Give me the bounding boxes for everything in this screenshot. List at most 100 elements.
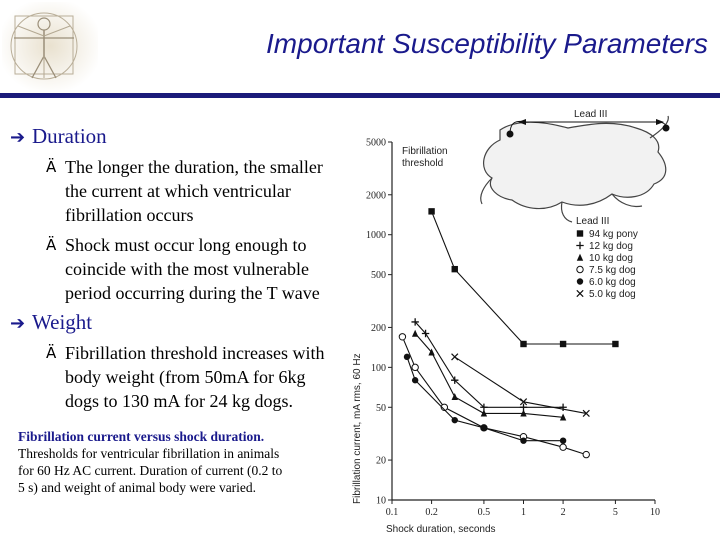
sub-bullet-line: period occurring during the T wave (65, 283, 320, 303)
dog-illustration: Lead III (480, 109, 670, 223)
data-point (520, 409, 527, 417)
data-point (411, 363, 419, 372)
vitruvian-man-icon (2, 2, 98, 90)
data-point (519, 398, 528, 406)
sub-bullet-line: fibrillation occurs (65, 205, 194, 225)
data-point (520, 340, 527, 348)
sub-bullet-weight-1: Ä Fibrillation threshold increases with … (46, 341, 324, 413)
legend-marker (576, 230, 584, 237)
data-point (582, 450, 590, 459)
y-tick-label: 10 (376, 496, 386, 507)
x-tick-label: 0.5 (478, 507, 491, 518)
arrow-bullet-icon: ➔ (10, 313, 26, 334)
chart-title-line: threshold (402, 158, 443, 169)
legend-entry: 10 kg dog (589, 253, 633, 264)
sub-bullet-line: Fibrillation threshold increases with (65, 343, 325, 363)
legend-entry: 7.5 kg dog (589, 265, 636, 276)
lead-label: Lead III (574, 109, 607, 120)
data-point (559, 340, 567, 348)
data-point (440, 403, 449, 411)
data-point (398, 333, 407, 341)
series-line (414, 321, 564, 408)
series-line (406, 356, 564, 442)
data-point (403, 353, 411, 361)
y-tick-label: 1000 (366, 230, 386, 241)
bullet-duration: ➔ Duration (10, 124, 107, 149)
fibrillation-figure: Lead III 10 20 50 100 200 500 1000 2000 5000 0.1 0… (350, 100, 720, 540)
legend-marker (576, 253, 584, 261)
legend-title: Lead III (576, 216, 609, 227)
data-point (428, 348, 435, 356)
data-point (411, 329, 419, 337)
data-point (451, 376, 459, 384)
data-point (559, 443, 567, 451)
bullet-content: ➔ Duration Ä The longer the duration, the… (0, 98, 350, 540)
caption-title: Fibrillation current versus shock durati… (18, 429, 265, 444)
y-tick-label: 100 (371, 363, 386, 374)
sub-bullet-icon: Ä (46, 344, 57, 362)
legend-entry: 6.0 kg dog (589, 277, 636, 288)
caption-line: Thresholds for ventricular fibrillation … (18, 446, 280, 461)
data-point (559, 437, 567, 444)
data-point (411, 318, 419, 326)
data-point (451, 392, 458, 400)
data-point (451, 416, 458, 424)
x-tick-label: 0.1 (386, 507, 399, 518)
bullet-label: Weight (32, 310, 93, 334)
figure-caption: Fibrillation current versus shock durati… (18, 428, 282, 496)
legend-entry: 94 kg pony (589, 229, 638, 240)
x-tick-label: 0.2 (425, 507, 438, 518)
x-tick-label: 10 (650, 507, 660, 518)
data-point (421, 329, 430, 338)
sub-bullet-icon: Ä (46, 236, 57, 254)
bullet-weight: ➔ Weight (10, 310, 92, 335)
legend-marker (576, 241, 584, 250)
bullet-label: Duration (32, 124, 107, 148)
legend-marker (576, 289, 584, 298)
legend-entry: 12 kg dog (589, 241, 633, 252)
data-point (428, 208, 435, 215)
y-tick-label: 50 (376, 403, 386, 414)
x-axis-label: Shock duration, seconds (386, 524, 496, 535)
chart-title-line: Fibrillation (402, 146, 448, 157)
data-point (559, 413, 567, 421)
y-tick-label: 2000 (366, 190, 386, 201)
legend-marker (576, 265, 584, 274)
sub-bullet-icon: Ä (46, 158, 57, 176)
data-point (480, 409, 488, 417)
fibrillation-chart: Lead III 10 20 50 100 200 500 1000 2000 5000 0.1 0… (350, 100, 720, 540)
y-tick-label: 5000 (366, 138, 386, 149)
vitruvian-man-logo (2, 2, 98, 90)
legend-marker (576, 278, 584, 285)
y-tick-label: 500 (371, 270, 386, 281)
chart-axes: 10 20 50 100 200 500 1000 2000 5000 0.1 0.2 0.5 1 2 5 1… (366, 138, 660, 519)
data-point (582, 409, 590, 417)
sub-bullet-duration-2: Ä Shock must occur long enough to coinci… (46, 233, 320, 305)
data-point (480, 424, 488, 432)
data-point (451, 353, 459, 361)
sub-bullet-line: body weight (from 50mA for 6kg (65, 367, 306, 387)
sub-bullet-line: coincide with the most vulnerable (65, 259, 309, 279)
arrow-bullet-icon: ➔ (10, 127, 26, 148)
title-divider (0, 93, 720, 98)
y-tick-label: 20 (376, 456, 386, 467)
sub-bullet-line: the current at which ventricular (65, 181, 291, 201)
caption-line: 5 s) and weight of animal body were vari… (18, 480, 257, 495)
data-point (612, 340, 619, 348)
y-tick-label: 200 (371, 323, 386, 334)
y-axis-label: Fibrillation current, mA rms, 60 Hz (352, 353, 363, 504)
x-tick-label: 1 (521, 507, 526, 518)
x-tick-label: 5 (613, 507, 618, 518)
caption-line: for 60 Hz AC current. Duration of curren… (18, 463, 283, 478)
sub-bullet-line: dogs to 130 mA for 24 kg dogs. (65, 391, 294, 411)
legend-entry: 5.0 kg dog (589, 289, 636, 300)
data-point (451, 265, 458, 273)
x-tick-label: 2 (561, 507, 566, 518)
data-point (520, 437, 527, 444)
sub-bullet-line: Shock must occur long enough to (65, 235, 307, 255)
data-point (559, 403, 567, 411)
sub-bullet-line: The longer the duration, the smaller (65, 157, 323, 177)
slide-title: Important Susceptibility Parameters (266, 28, 708, 59)
chart-plot-area (398, 208, 619, 459)
sub-bullet-duration-1: Ä The longer the duration, the smaller t… (46, 155, 323, 227)
